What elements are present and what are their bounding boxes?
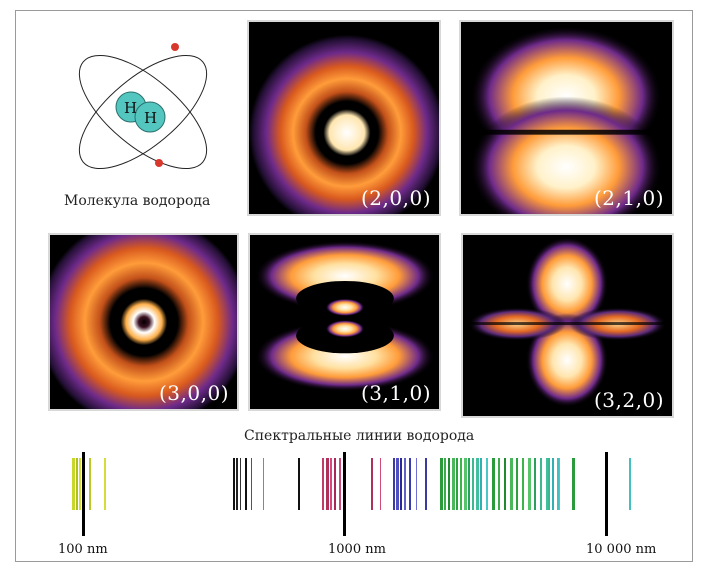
molecule-caption: Молекула водорода — [64, 193, 211, 209]
spectral-line — [448, 458, 450, 510]
figure-frame — [15, 10, 693, 562]
orbital-label: (2,0,0) — [361, 186, 431, 210]
spectral-line — [528, 458, 531, 510]
spectral-line — [79, 458, 81, 510]
decade-marker — [605, 452, 608, 536]
spectral-line — [444, 458, 446, 510]
hydrogen-atom — [134, 101, 166, 133]
spectral-line — [464, 458, 467, 510]
atom-label: H — [144, 109, 157, 127]
spectral-line — [322, 458, 324, 510]
spectral-line — [476, 458, 479, 510]
spectral-line — [546, 458, 549, 510]
spectral-line — [416, 458, 417, 510]
spectrum-strip — [15, 448, 693, 544]
spectral-line — [504, 458, 506, 510]
spectral-line — [400, 458, 402, 510]
spectral-line — [510, 458, 513, 510]
orbital-panel-210: (2,1,0) — [459, 20, 674, 216]
orbital-panel-200: (2,0,0) — [247, 20, 441, 216]
spectral-line — [456, 458, 458, 510]
spectral-line — [89, 458, 91, 510]
spectral-line — [240, 458, 241, 510]
spectral-line — [104, 458, 106, 510]
spectral-line — [326, 458, 329, 510]
orbital-panel-310: (3,1,0) — [248, 233, 441, 411]
spectral-line — [233, 458, 235, 510]
decade-marker — [82, 452, 85, 536]
spectral-line — [371, 458, 373, 510]
tick-label-10000nm: 10 000 nm — [586, 542, 657, 557]
hydrogen-molecule-illustration: H H — [55, 32, 235, 182]
spectrum-title: Спектральные линии водорода — [244, 428, 475, 444]
spectral-line — [425, 458, 427, 510]
molecule-diagram: H H — [78, 43, 208, 169]
spectral-line — [330, 458, 332, 510]
spectral-line — [396, 458, 399, 510]
spectral-line — [404, 458, 406, 510]
spectral-line — [486, 458, 488, 510]
tick-label-1000nm: 1000 nm — [328, 542, 386, 557]
spectral-line — [251, 458, 252, 510]
spectral-line — [380, 458, 381, 510]
decade-marker — [343, 452, 346, 536]
spectral-line — [452, 458, 455, 510]
spectral-line — [472, 458, 474, 510]
orbital-label: (3,0,0) — [159, 381, 229, 405]
spectral-lines — [72, 452, 631, 536]
spectral-line — [534, 458, 536, 510]
spectral-line — [557, 458, 559, 510]
spectral-line — [468, 458, 470, 510]
spectral-line — [440, 458, 443, 510]
spectral-line — [548, 458, 550, 510]
spectral-line — [409, 458, 411, 510]
spectral-line — [339, 458, 341, 510]
spectral-line — [263, 458, 264, 510]
spectral-line — [72, 458, 75, 510]
orbital-panel-300: (3,0,0) — [48, 233, 239, 411]
orbital-label: (2,1,0) — [594, 186, 664, 210]
spectral-line — [540, 458, 542, 510]
orbital-label: (3,2,0) — [594, 388, 664, 412]
orbital-label: (3,1,0) — [361, 381, 431, 405]
spectral-line — [572, 458, 575, 510]
spectral-line — [393, 458, 395, 510]
spectral-line — [480, 458, 482, 510]
spectral-line — [516, 458, 518, 510]
spectral-line — [298, 458, 300, 510]
orbital-panel-320: (3,2,0) — [461, 233, 674, 418]
electron-dot — [155, 159, 163, 167]
spectral-line — [334, 458, 336, 510]
spectral-line — [552, 458, 554, 510]
spectral-line — [76, 458, 78, 510]
spectral-line — [492, 458, 495, 510]
spectral-line — [522, 458, 524, 510]
spectral-line — [629, 458, 631, 510]
spectral-line — [460, 458, 462, 510]
atom-label: H — [124, 99, 137, 117]
electron-dot — [171, 43, 179, 51]
tick-label-100nm: 100 nm — [58, 542, 108, 557]
spectral-line — [498, 458, 500, 510]
spectral-line — [236, 458, 238, 510]
spectral-line — [245, 458, 247, 510]
